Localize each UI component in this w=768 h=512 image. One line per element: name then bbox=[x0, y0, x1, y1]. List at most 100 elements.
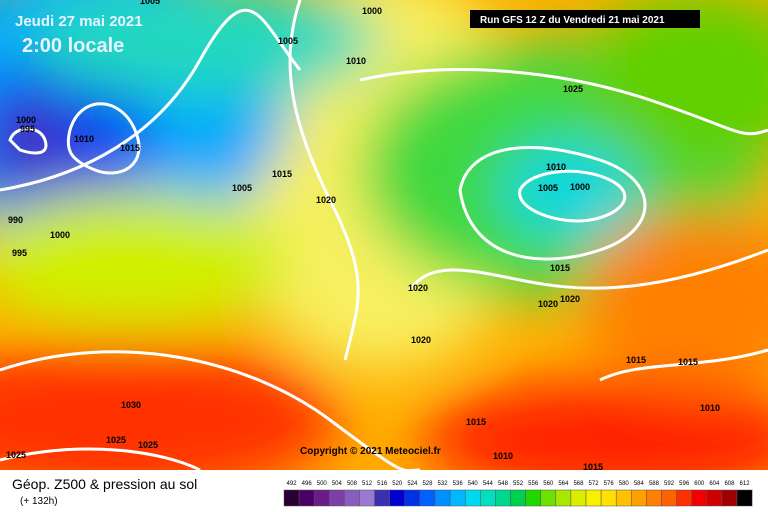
isobar-label: 990 bbox=[8, 215, 23, 225]
colorbar-label: 548 bbox=[498, 481, 509, 487]
isobar bbox=[458, 146, 647, 261]
colorbar-swatch bbox=[389, 489, 406, 507]
isobar-label: 1015 bbox=[678, 357, 698, 367]
isobar-label: 1020 bbox=[538, 299, 558, 309]
isobar bbox=[0, 8, 302, 192]
colorbar-swatch bbox=[525, 489, 541, 507]
colorbar-label: 520 bbox=[392, 481, 403, 487]
colorbar-swatch bbox=[359, 489, 375, 507]
colorbar-label: 528 bbox=[422, 481, 433, 487]
colorbar-swatch bbox=[600, 489, 617, 507]
isobar-label: 1020 bbox=[408, 283, 428, 293]
colorbar-swatch bbox=[344, 489, 360, 507]
footer-title: Géop. Z500 & pression au sol bbox=[12, 476, 197, 492]
isobar-label: 1000 bbox=[50, 230, 70, 240]
colorbar-label: 500 bbox=[317, 481, 328, 487]
isobar bbox=[359, 68, 768, 136]
colorbar-swatch bbox=[313, 489, 330, 507]
colorbar-swatch bbox=[374, 489, 390, 507]
isobar bbox=[408, 248, 768, 291]
colorbar-label: 600 bbox=[694, 481, 705, 487]
isobar-label: 1015 bbox=[466, 417, 486, 427]
isobar-label: 1005 bbox=[278, 36, 298, 46]
isobar-label: 1005 bbox=[140, 0, 160, 6]
colorbar-swatch bbox=[510, 489, 526, 507]
colorbar-swatch bbox=[329, 489, 345, 507]
colorbar-label: 588 bbox=[649, 481, 660, 487]
colorbar-label: 592 bbox=[664, 481, 675, 487]
isobar-label: 1025 bbox=[6, 450, 26, 460]
isobar bbox=[0, 447, 201, 470]
isobar-label: 1025 bbox=[138, 440, 158, 450]
colorbar-swatch bbox=[661, 489, 677, 507]
colorbar-label: 504 bbox=[332, 481, 343, 487]
colorbar: 492 496 500 504 508 512 516 520 524 528 532 536 540 5… bbox=[283, 481, 753, 507]
isobar-label: 1025 bbox=[106, 435, 126, 445]
colorbar-label: 596 bbox=[679, 481, 690, 487]
isobar-label: 1030 bbox=[121, 400, 141, 410]
isobar-label: 1000 bbox=[570, 182, 590, 192]
isobar-label: 1020 bbox=[411, 335, 431, 345]
isobar-label: 1000 bbox=[362, 6, 382, 16]
colorbar-swatch bbox=[631, 489, 647, 507]
colorbar-swatch bbox=[540, 489, 557, 507]
isobar-label: 1015 bbox=[120, 143, 140, 153]
isobar-label: 1020 bbox=[316, 195, 336, 205]
colorbar-swatch bbox=[283, 489, 300, 507]
colorbar-swatch bbox=[615, 489, 632, 507]
colorbar-swatch bbox=[555, 489, 572, 507]
colorbar-swatch bbox=[449, 489, 466, 507]
colorbar-swatch bbox=[706, 489, 723, 507]
colorbar-label: 492 bbox=[287, 481, 298, 487]
colorbar-label: 544 bbox=[483, 481, 494, 487]
time: 2:00 locale bbox=[22, 35, 124, 57]
isobar-label: 1025 bbox=[563, 84, 583, 94]
colorbar-swatch bbox=[495, 489, 511, 507]
isobar-label: 1015 bbox=[583, 462, 603, 472]
colorbar-label: 556 bbox=[528, 481, 539, 487]
colorbar-label: 608 bbox=[724, 481, 735, 487]
colorbar-label: 516 bbox=[377, 481, 388, 487]
colorbar-swatch bbox=[676, 489, 692, 507]
isobar-label: 1010 bbox=[74, 134, 94, 144]
colorbar-label: 568 bbox=[573, 481, 584, 487]
colorbar-label: 560 bbox=[543, 481, 554, 487]
isobar-label: 1000 bbox=[16, 115, 36, 125]
colorbar-label: 524 bbox=[407, 481, 418, 487]
run-box bbox=[470, 10, 700, 28]
colorbar-swatch bbox=[570, 489, 587, 507]
isobar-label: 1010 bbox=[493, 451, 513, 461]
colorbar-swatch bbox=[736, 489, 753, 507]
colorbar-label: 604 bbox=[709, 481, 720, 487]
run-info: Run GFS 12 Z du Vendredi 21 mai 2021 bbox=[480, 15, 665, 26]
colorbar-label: 576 bbox=[604, 481, 615, 487]
colorbar-label: 580 bbox=[619, 481, 630, 487]
colorbar-label: 564 bbox=[558, 481, 569, 487]
isobar-label: 1010 bbox=[546, 162, 566, 172]
isobar-label: 1015 bbox=[272, 169, 292, 179]
map-field: 1005 1000 1005 1010 1025 1000 995 1010 1… bbox=[0, 0, 768, 472]
isobar-label: 1010 bbox=[346, 56, 366, 66]
colorbar-label: 512 bbox=[362, 481, 373, 487]
isobar-label: 1015 bbox=[626, 355, 646, 365]
isobar-label: 1005 bbox=[232, 183, 252, 193]
colorbar-label: 496 bbox=[302, 481, 313, 487]
colorbar-swatch bbox=[298, 489, 315, 507]
colorbar-swatch bbox=[419, 489, 436, 507]
date: Jeudi 27 mai 2021 bbox=[15, 13, 143, 30]
colorbar-swatch bbox=[585, 489, 602, 507]
colorbar-swatch bbox=[404, 489, 421, 507]
isobar-label: 1015 bbox=[550, 263, 570, 273]
colorbar-swatch bbox=[691, 489, 708, 507]
colorbar-label: 536 bbox=[453, 481, 464, 487]
colorbar-label: 572 bbox=[589, 481, 600, 487]
colorbar-label: 552 bbox=[513, 481, 524, 487]
colorbar-swatch bbox=[464, 489, 481, 507]
colorbar-swatch bbox=[646, 489, 662, 507]
isobar-label: 1005 bbox=[538, 183, 558, 193]
colorbar-label: 532 bbox=[438, 481, 449, 487]
isobar bbox=[8, 127, 48, 155]
copyright: Copyright © 2021 Meteociel.fr bbox=[300, 446, 441, 457]
